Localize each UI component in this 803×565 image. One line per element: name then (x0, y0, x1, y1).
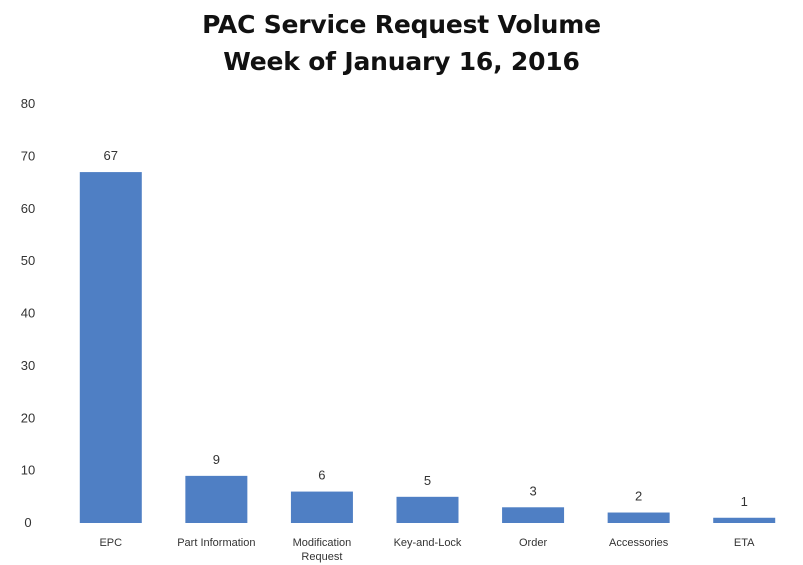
y-tick-label: 80 (21, 96, 35, 111)
bar (607, 512, 670, 523)
y-tick-label: 60 (21, 201, 35, 216)
data-label: 9 (213, 452, 220, 467)
y-tick-label: 70 (21, 148, 35, 163)
chart-title: PAC Service Request Volume (202, 10, 601, 39)
y-tick-label: 10 (21, 463, 35, 478)
x-tick-label: Modification Request (293, 537, 352, 563)
x-tick-label: Part Information (177, 537, 255, 549)
y-tick-label: 40 (21, 306, 35, 321)
x-tick-label: ETA (734, 537, 755, 549)
x-tick-label: Key-and-Lock (394, 537, 462, 549)
data-label: 5 (424, 473, 431, 488)
y-tick-label: 20 (21, 410, 35, 425)
data-label: 3 (529, 483, 536, 498)
bar (502, 507, 565, 523)
y-tick-label: 50 (21, 253, 35, 268)
x-tick-label: Accessories (609, 537, 669, 549)
bar (713, 517, 776, 523)
bar (79, 172, 142, 523)
bar (185, 475, 248, 523)
data-label: 1 (741, 494, 748, 509)
x-tick-label: Order (519, 537, 547, 549)
x-tick-label: EPC (99, 537, 122, 549)
data-label: 67 (104, 148, 118, 163)
y-tick-label: 30 (21, 358, 35, 373)
data-label: 6 (318, 468, 325, 483)
y-tick-label: 0 (24, 515, 31, 530)
bar (396, 496, 459, 523)
data-label: 2 (635, 489, 642, 504)
chart-subtitle: Week of January 16, 2016 (223, 47, 580, 76)
bar (290, 491, 353, 523)
